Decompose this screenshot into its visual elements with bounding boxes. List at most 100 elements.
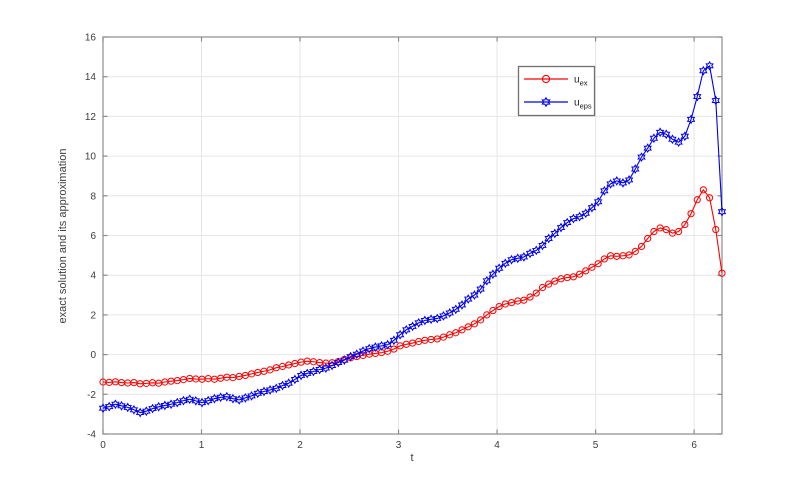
data-marker-u_ex [483,311,491,319]
legend-circle-marker [541,74,551,84]
data-marker-u_eps [686,114,696,125]
data-marker-u_eps [693,91,702,102]
data-marker-u_eps [482,275,492,286]
data-marker-u_ex [644,234,652,243]
legend-label-u-ex: uex [574,75,588,88]
y-tick-label: 14 [85,72,97,83]
data-marker-u_eps [643,143,652,154]
data-marker-u_eps [717,206,727,217]
y-axis-label: exact solution and its approximation [57,149,69,324]
y-tick-label: 0 [90,350,96,361]
series-u_ex [99,186,726,388]
x-tick-label: 6 [691,440,697,451]
data-marker-u_ex [526,293,534,301]
data-marker-u_eps [111,399,120,410]
data-marker-u_eps [191,395,201,406]
data-marker-u_eps [395,329,405,340]
series-u_eps [98,60,727,418]
data-marker-u_ex [712,225,720,234]
axes-box [102,36,723,435]
data-marker-u_eps [655,127,665,138]
data-marker-u_eps [680,131,690,142]
x-tick-label: 3 [396,440,402,451]
legend: uex ueps [517,65,596,117]
legend-box [517,65,596,117]
data-marker-u_ex [470,320,479,328]
data-marker-u_ex [390,345,398,353]
y-tick-label: 16 [85,33,97,44]
data-marker-u_ex [532,289,540,297]
data-marker-u_ex [600,255,608,263]
data-marker-u_ex [681,220,689,229]
x-tick-label: 4 [494,440,500,451]
data-marker-u_eps [185,394,194,405]
data-marker-u_eps [228,393,238,404]
data-marker-u_eps [711,95,721,106]
grid-lines [103,37,722,434]
data-marker-u_ex [594,260,602,268]
y-tick-label: 12 [85,112,97,123]
data-marker-u_ex [545,280,553,288]
data-marker-u_eps [123,402,132,413]
data-marker-u_ex [582,267,590,275]
y-tick-label: -2 [87,390,96,401]
data-marker-u_ex [662,225,670,234]
data-marker-u_eps [222,391,232,402]
data-marker-u_eps [476,284,485,294]
y-tick-label: 10 [85,152,97,163]
data-marker-u_ex [718,269,726,277]
data-marker-u_ex [569,273,578,281]
data-marker-u_ex [675,227,683,236]
data-marker-u_eps [470,290,479,300]
data-marker-u_ex [576,270,584,278]
data-marker-u_eps [631,164,640,174]
legend-hexagram-marker [541,96,551,108]
y-tick-label: -4 [87,430,96,441]
x-tick-label: 5 [593,440,599,451]
data-marker-u_eps [389,335,399,346]
data-marker-u_eps [457,300,467,310]
data-marker-u_eps [587,202,597,213]
data-marker-u_eps [129,404,139,415]
legend-entry-u-ex: uex [524,75,588,88]
data-marker-u_eps [612,176,621,186]
legend-entry-u-eps: ueps [524,96,592,111]
data-marker-u_ex [650,227,658,236]
data-marker-u_ex [637,242,646,251]
data-marker-u_ex [693,196,701,204]
data-marker-u_ex [439,333,448,341]
y-tick-label: 2 [90,310,96,321]
y-tick-label: 4 [90,271,96,282]
data-marker-u_eps [705,60,714,71]
data-marker-u_ex [551,277,559,285]
x-tick-label: 1 [199,440,205,451]
series-line-u_eps [102,65,723,414]
data-marker-u_eps [600,185,609,196]
data-marker-u_eps [649,133,659,144]
data-marker-u_ex [520,296,528,304]
x-tick-label: 2 [297,440,303,451]
data-series [98,60,727,418]
x-axis-label: t [410,452,413,464]
data-marker-u_ex [266,366,274,374]
data-marker-u_ex [477,316,485,324]
data-marker-u_ex [495,302,503,311]
x-tick-label: 0 [100,440,106,451]
series-line-u_ex [102,189,723,385]
data-marker-u_ex [705,194,714,202]
data-marker-u_ex [687,210,695,218]
data-marker-u_ex [446,331,454,339]
data-marker-u_eps [674,137,683,148]
data-marker-u_ex [489,306,497,315]
data-marker-u_ex [538,283,547,292]
data-marker-u_ex [464,323,472,331]
data-marker-u_eps [494,263,504,274]
data-marker-u_ex [452,329,460,337]
data-marker-u_eps [668,134,677,145]
data-marker-u_eps [556,222,566,233]
data-marker-u_eps [544,233,553,244]
data-marker-u_eps [488,269,498,280]
data-marker-u_ex [625,251,633,259]
